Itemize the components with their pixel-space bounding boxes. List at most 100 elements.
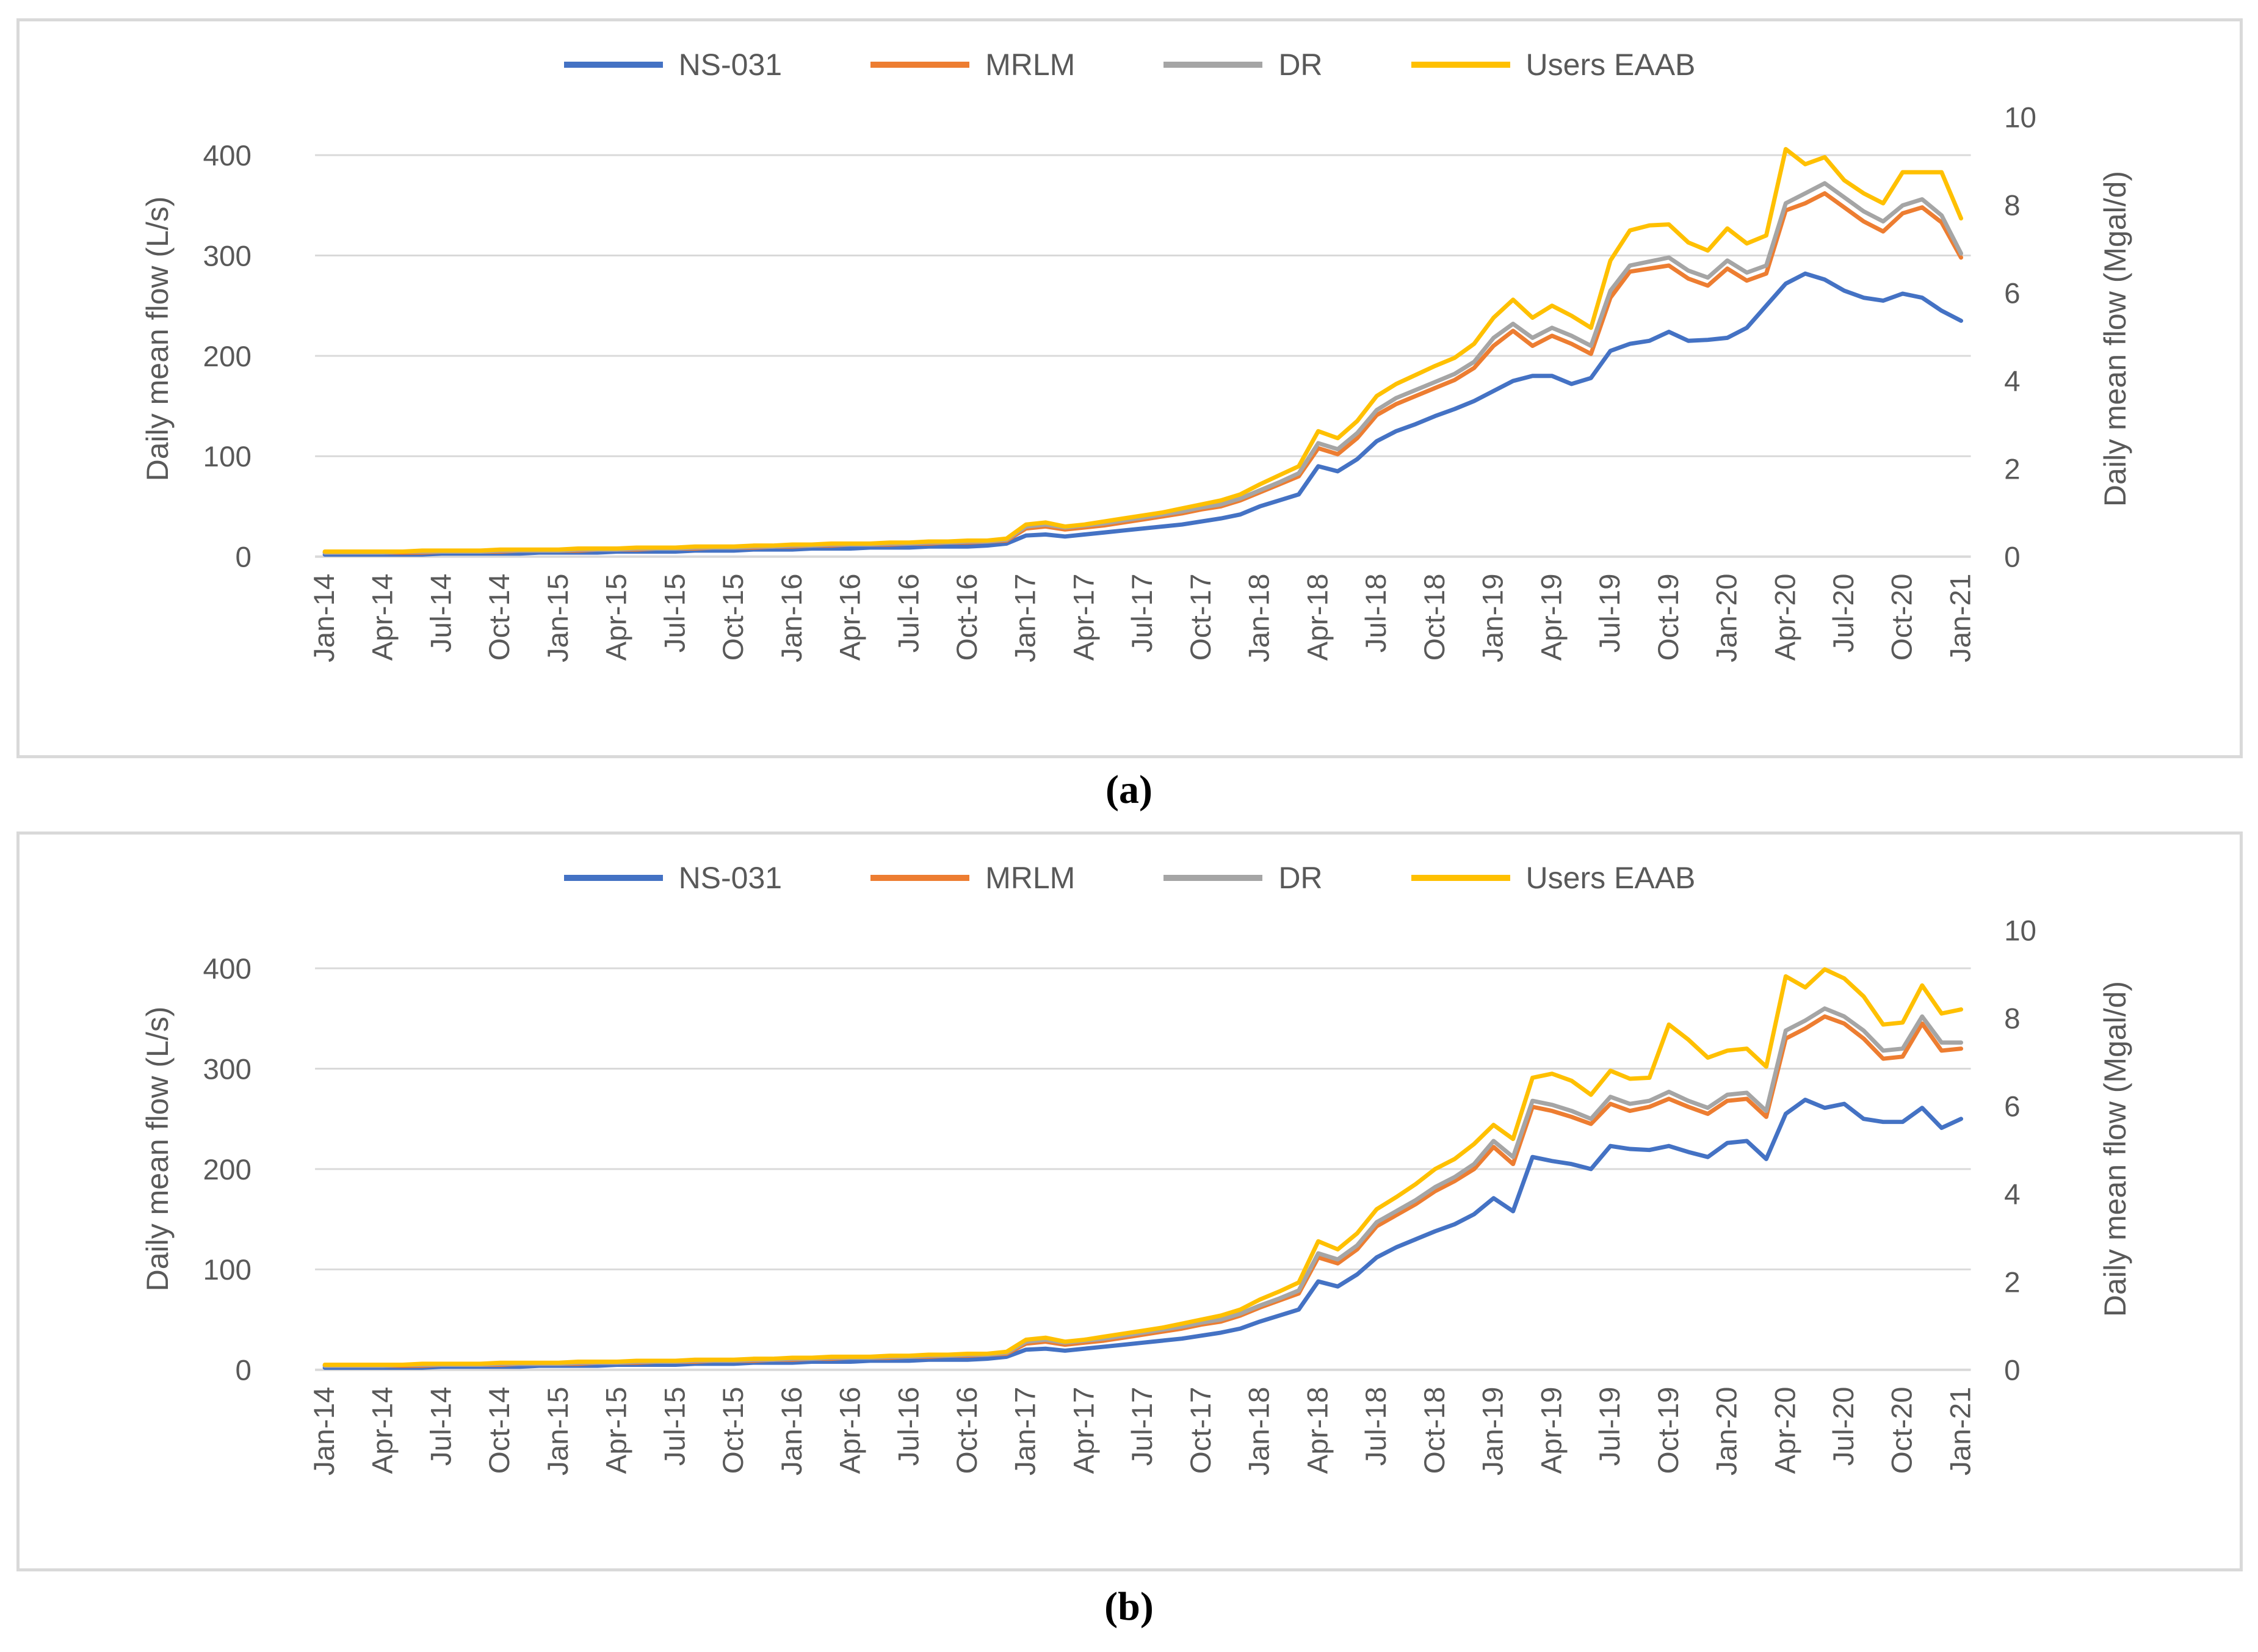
legend-swatch-dr — [1163, 875, 1263, 881]
legend-swatch-users-eaab — [1411, 875, 1510, 881]
x-tick-label: Oct-17 — [1185, 1386, 1217, 1474]
x-tick-label: Jan-19 — [1477, 1386, 1510, 1476]
y-tick-label-right: 0 — [2004, 1355, 2020, 1387]
x-tick-label: Jan-15 — [542, 1386, 574, 1476]
x-tick-label: Jan-20 — [1711, 573, 1743, 662]
x-tick-label: Apr-18 — [1301, 573, 1334, 661]
legend-label-dr: DR — [1278, 48, 1323, 82]
legend-label-dr: DR — [1278, 861, 1323, 895]
x-tick-label: Apr-18 — [1301, 1386, 1334, 1474]
y-tick-label-right: 10 — [2004, 102, 2036, 134]
x-tick-label: Apr-19 — [1535, 573, 1568, 661]
y-tick-label-left: 0 — [235, 542, 251, 574]
x-tick-label: Jul-20 — [1828, 573, 1860, 653]
x-tick-label: Jul-16 — [892, 1386, 925, 1466]
legend-item-mrlm: MRLM — [870, 860, 1075, 896]
panel-a-caption: (a) — [1105, 767, 1153, 812]
x-tick-label: Oct-20 — [1886, 1386, 1919, 1474]
x-tick-label: Jan-17 — [1010, 1386, 1042, 1476]
x-tick-label: Jul-18 — [1360, 1386, 1392, 1466]
x-tick-label: Apr-14 — [367, 1386, 399, 1474]
legend-item-users-eaab: Users EAAB — [1411, 47, 1696, 82]
legend-label-users-eaab: Users EAAB — [1525, 861, 1696, 895]
x-tick-label: Jul-17 — [1126, 1386, 1159, 1466]
x-tick-label: Jan-17 — [1010, 573, 1042, 662]
x-tick-label: Oct-14 — [483, 573, 516, 661]
series-line-dr — [322, 1006, 1964, 1368]
chart-panel-b: NS-031 MRLM DR Users EAAB Daily mean flo… — [16, 831, 2243, 1571]
x-tick-label: Jul-14 — [425, 1386, 457, 1466]
legend-b: NS-031 MRLM DR Users EAAB — [20, 860, 2240, 896]
y-tick-label-right: 6 — [2004, 1091, 2020, 1123]
x-tick-label: Apr-14 — [367, 573, 399, 661]
x-tick-label: Oct-19 — [1652, 573, 1685, 661]
x-tick-label: Jul-16 — [892, 573, 925, 653]
y-tick-label-right: 2 — [2004, 454, 2020, 486]
x-tick-label: Jan-21 — [1944, 573, 1977, 662]
x-tick-label: Apr-17 — [1068, 1386, 1100, 1474]
y-tick-label-right: 0 — [2004, 542, 2020, 574]
series-line-ns-031 — [322, 271, 1964, 557]
series-line-ns-031 — [322, 1098, 1964, 1370]
legend-item-dr: DR — [1163, 860, 1323, 896]
x-tick-label: Apr-16 — [834, 1386, 867, 1474]
legend-label-mrlm: MRLM — [985, 861, 1076, 895]
y-tick-label-left: 200 — [203, 341, 251, 373]
x-tick-label: Oct-17 — [1185, 573, 1217, 661]
legend-label-mrlm: MRLM — [985, 48, 1076, 82]
y-tick-label-left: 300 — [203, 240, 251, 272]
plot-area-a: 0 100 200 300 400 0 2 4 6 8 10 Jan-14 Apr-14 Jul-14 Oc… — [203, 102, 2036, 662]
x-tick-label: Oct-16 — [951, 573, 983, 661]
x-tick-label: Jan-18 — [1243, 573, 1276, 662]
x-tick-label: Jul-15 — [659, 1386, 691, 1466]
x-tick-label: Apr-20 — [1769, 1386, 1801, 1474]
x-tick-label: Jul-15 — [659, 573, 691, 653]
x-tick-label: Jan-14 — [308, 573, 341, 662]
legend-item-ns031: NS-031 — [563, 860, 783, 896]
x-tick-label: Oct-15 — [717, 1386, 750, 1474]
x-tick-label: Oct-19 — [1652, 1386, 1685, 1474]
x-tick-label: Jan-16 — [776, 1386, 808, 1476]
y-tick-label-right: 8 — [2004, 190, 2020, 222]
panel-b-caption: (b) — [1104, 1584, 1154, 1629]
legend-item-mrlm: MRLM — [870, 47, 1075, 82]
x-tick-label: Jan-20 — [1711, 1386, 1743, 1476]
y-tick-label-right: 4 — [2004, 366, 2020, 398]
series-line-users-eaab — [322, 147, 1964, 554]
x-tick-label: Jul-14 — [425, 573, 457, 653]
y-tick-label-left: 100 — [203, 441, 251, 473]
y-tick-label-right: 6 — [2004, 278, 2020, 310]
series-line-mrlm — [322, 191, 1964, 555]
legend-swatch-mrlm — [870, 875, 970, 881]
x-tick-label: Apr-15 — [601, 1386, 633, 1474]
legend-label-ns031: NS-031 — [678, 861, 783, 895]
x-tick-label: Oct-18 — [1419, 573, 1451, 661]
legend-swatch-dr — [1163, 62, 1263, 68]
legend-label-ns031: NS-031 — [678, 48, 783, 82]
legend-swatch-mrlm — [870, 62, 970, 68]
legend-item-ns031: NS-031 — [563, 47, 783, 82]
y-tick-label-left: 200 — [203, 1154, 251, 1186]
x-tick-label: Apr-15 — [601, 573, 633, 661]
x-tick-label: Oct-20 — [1886, 573, 1919, 661]
y-tick-label-left: 0 — [235, 1355, 251, 1387]
legend-swatch-ns031 — [563, 62, 663, 68]
y-tick-label-left: 100 — [203, 1254, 251, 1286]
y-tick-label-right: 10 — [2004, 915, 2036, 947]
chart-panel-a: NS-031 MRLM DR Users EAAB Daily mean flo… — [16, 18, 2243, 758]
plot-area-b: 0 100 200 300 400 0 2 4 6 8 10 Jan-14 Apr-14 Jul-14 Oc… — [203, 915, 2036, 1476]
x-tick-label: Jan-16 — [776, 573, 808, 662]
x-tick-label: Apr-20 — [1769, 573, 1801, 661]
y-tick-label-left: 300 — [203, 1053, 251, 1085]
y-tick-label-left: 400 — [203, 953, 251, 985]
x-tick-label: Jul-19 — [1594, 573, 1626, 653]
x-tick-label: Jul-17 — [1126, 573, 1159, 653]
x-tick-label: Jan-15 — [542, 573, 574, 662]
x-tick-label: Jan-18 — [1243, 1386, 1276, 1476]
y-tick-label-right: 4 — [2004, 1179, 2020, 1211]
x-tick-label: Jan-21 — [1944, 1386, 1977, 1476]
x-tick-label: Apr-16 — [834, 573, 867, 661]
x-tick-label: Jul-20 — [1828, 1386, 1860, 1466]
legend-label-users-eaab: Users EAAB — [1525, 48, 1696, 82]
